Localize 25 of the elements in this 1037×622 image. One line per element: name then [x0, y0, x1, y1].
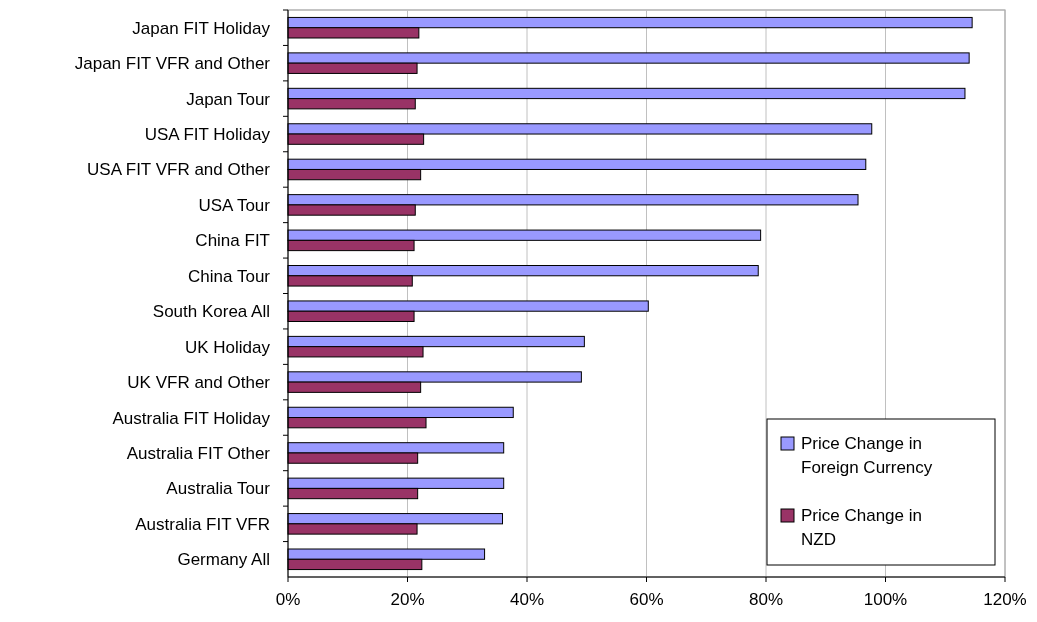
x-tick-label: 40%	[509, 590, 545, 609]
y-tick-label: Germany All	[177, 550, 270, 570]
x-tick-label: 80%	[748, 590, 784, 609]
y-tick-label: Japan FIT VFR and Other	[74, 54, 271, 74]
y-tick-label: UK VFR and Other	[127, 373, 271, 393]
y-tick-label: Japan FIT Holiday	[132, 18, 271, 38]
y-tick-label: USA FIT VFR and Other	[87, 160, 271, 180]
y-tick-label: Australia FIT Holiday	[112, 408, 271, 428]
y-tick-label: South Korea All	[152, 302, 270, 322]
y-tick-label: China Tour	[188, 266, 271, 286]
y-tick-label: Australia FIT VFR	[135, 514, 270, 534]
x-tick-label: 100%	[863, 590, 908, 609]
y-tick-label: Australia Tour	[166, 479, 271, 499]
x-tick-label: 20%	[390, 590, 425, 609]
y-tick-label: UK Holiday	[184, 337, 271, 357]
legend-label: Price Change in NZD	[801, 506, 922, 549]
y-tick-label: Japan Tour	[186, 89, 271, 109]
y-tick-label: Australia FIT Other	[126, 443, 271, 463]
x-tick-label: 60%	[629, 590, 664, 609]
y-tick-label: USA FIT Holiday	[144, 125, 271, 145]
y-tick-label: USA Tour	[198, 195, 271, 215]
legend-label: Price Change in Foreign Currency	[801, 434, 933, 477]
x-tick-label: 0%	[275, 590, 301, 609]
x-tick-label: 120%	[983, 590, 1027, 609]
y-tick-label: China FIT	[195, 231, 270, 251]
